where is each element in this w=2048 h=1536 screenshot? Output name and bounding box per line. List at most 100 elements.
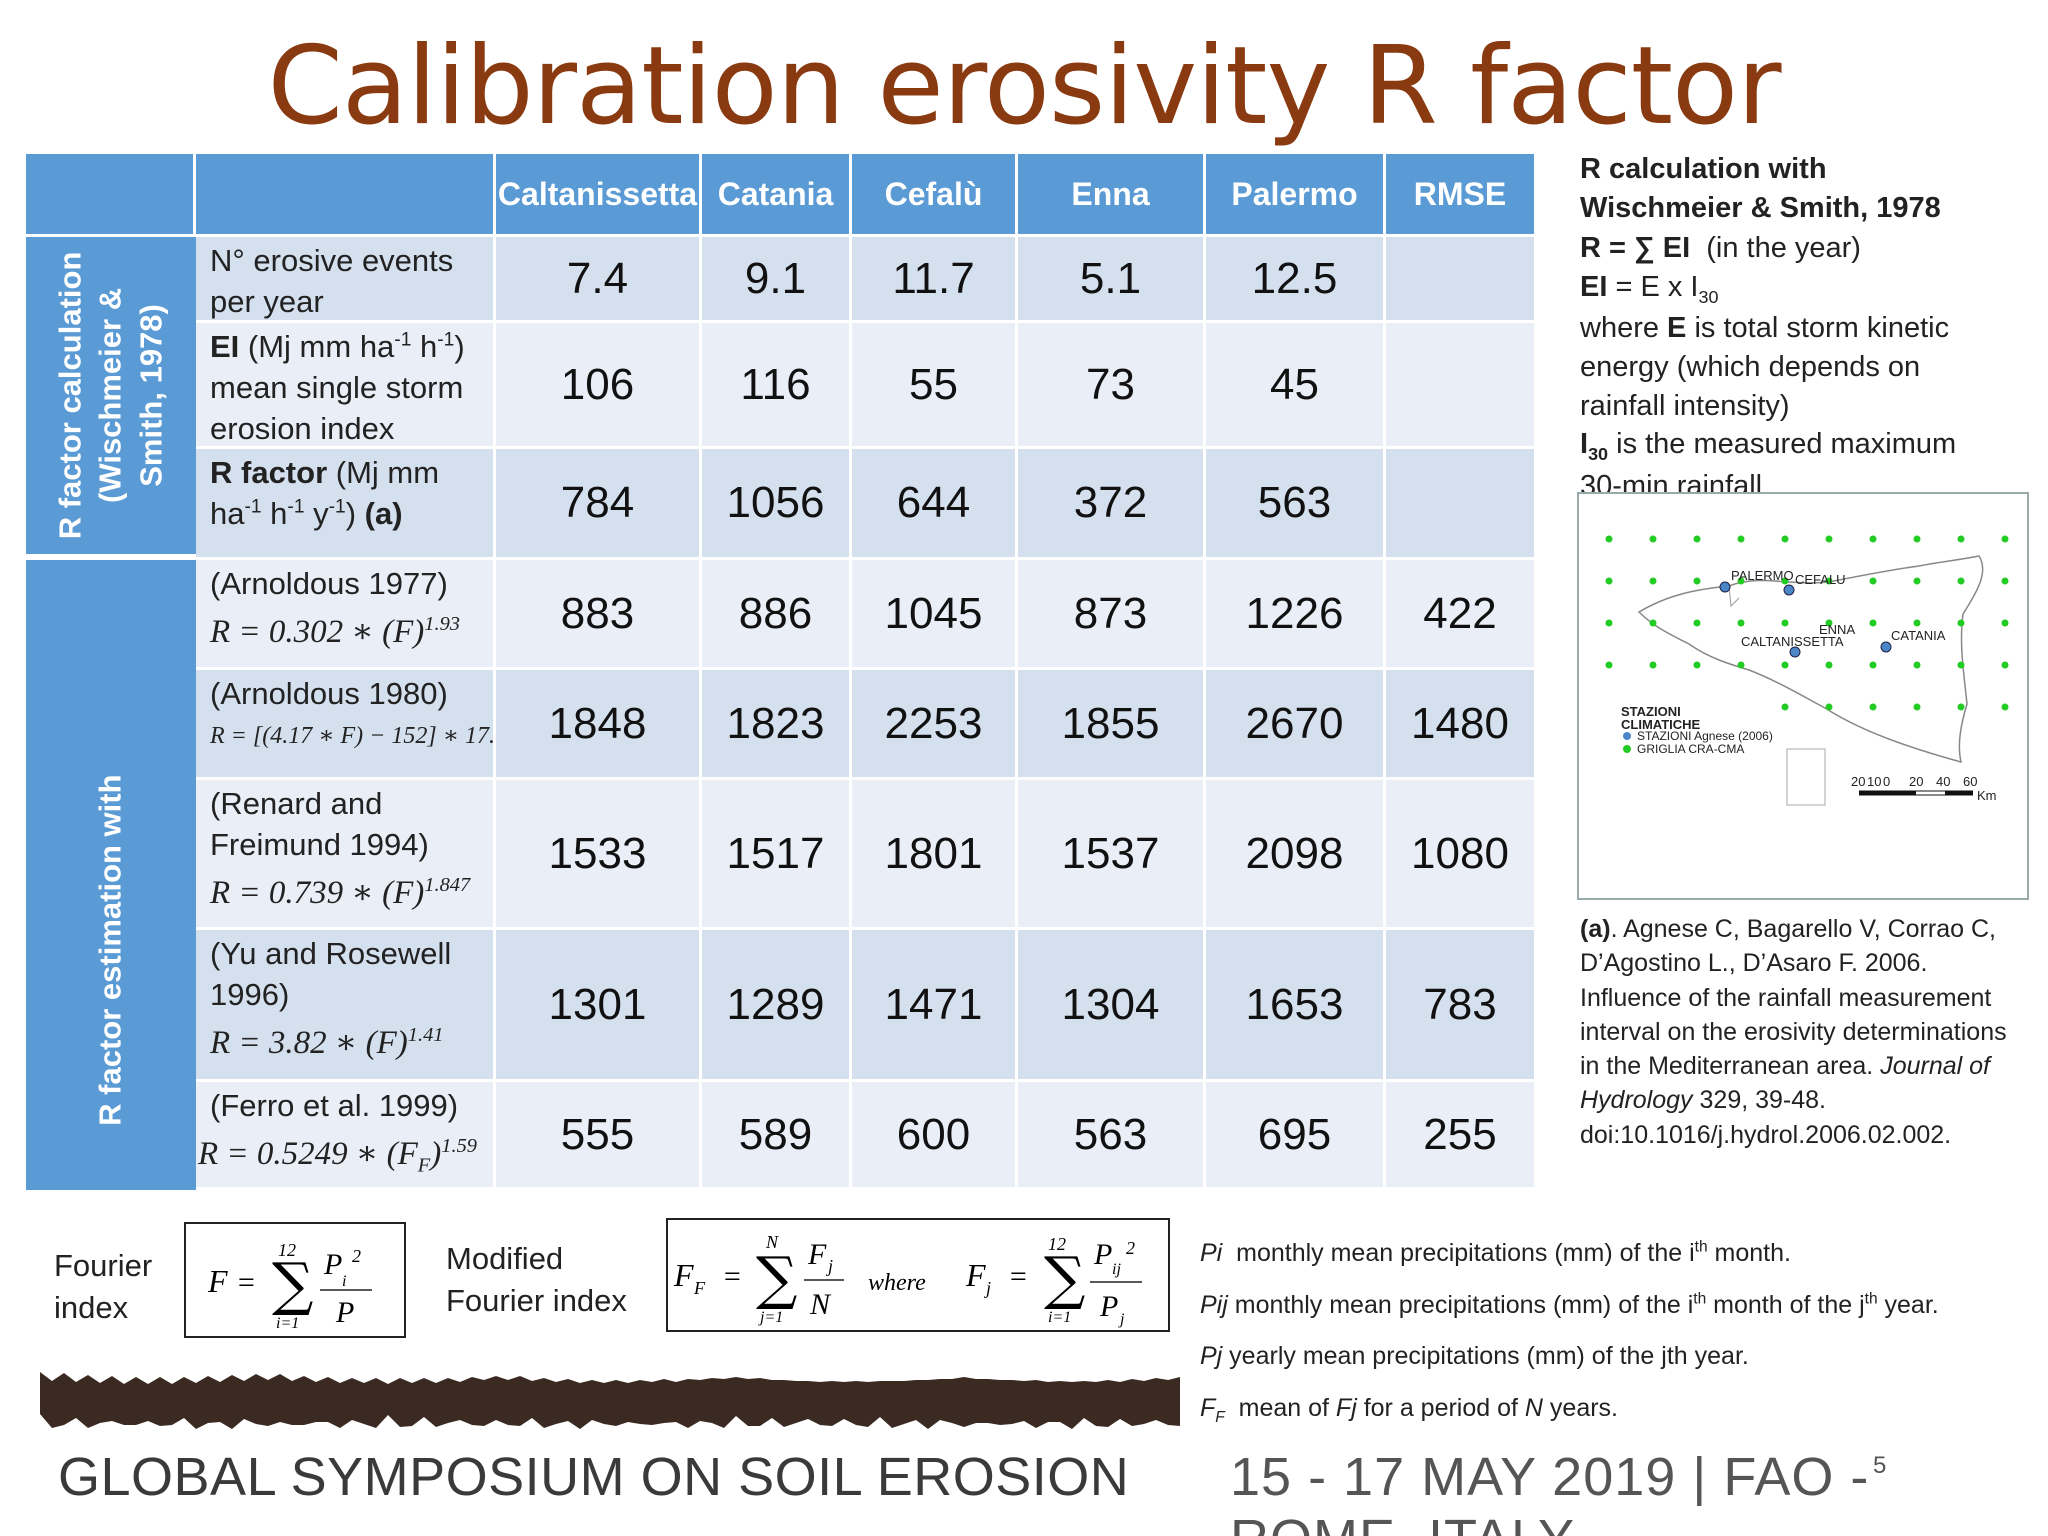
scale-label: 0: [1883, 774, 1891, 789]
def-text: mean of: [1224, 1393, 1336, 1422]
row-label-sup: -1: [437, 329, 455, 351]
grid-point: [1693, 661, 1701, 669]
svg-text:F: F: [693, 1278, 706, 1298]
scale-unit: Km: [1977, 788, 1997, 803]
svg-text:2: 2: [352, 1246, 361, 1266]
svg-text:=: =: [236, 1266, 256, 1299]
variable-definitions: Pi monthly mean precipitations (mm) of t…: [1200, 1228, 2040, 1434]
svg-text:∑: ∑: [272, 1250, 313, 1318]
grid-point: [1693, 535, 1701, 543]
table-cell: 1480: [1386, 670, 1534, 780]
grid-point: [1649, 535, 1657, 543]
svg-text:i: i: [342, 1273, 346, 1290]
rcalc-title: Wischmeier & Smith, 1978: [1580, 191, 1941, 224]
grid-point: [1869, 535, 1877, 543]
fourier-index-label: Fourier index: [54, 1245, 152, 1329]
citation: (a). Agnese C, Bagarello V, Corrao C, D’…: [1580, 912, 2010, 1152]
rcalc-line3-pre: where: [1580, 312, 1668, 345]
table-cell: 372: [1018, 449, 1206, 560]
symposium-date: 15 - 17 MAY 2019 | FAO - ROME, ITALY: [1230, 1447, 1870, 1536]
table-cell: [1386, 237, 1534, 323]
def-text: year.: [1877, 1290, 1939, 1319]
row-label-text: ha: [210, 495, 245, 531]
grid-point: [2001, 577, 2009, 585]
r-factor-table: Caltanissetta Catania Cefalù Enna Palerm…: [26, 154, 1562, 1190]
row-label-text: (Mj mm: [327, 455, 440, 490]
grid-point: [2001, 535, 2009, 543]
rcalc-eq2: EI = E x I30: [1580, 268, 2040, 310]
map-legend-title: STAZIONI: [1621, 704, 1681, 719]
table-cell: 1855: [1018, 670, 1206, 780]
col-header: Caltanissetta: [496, 154, 702, 234]
def-text: yearly mean precipitations (mm) of the j…: [1222, 1342, 1749, 1370]
def-var: F: [1200, 1393, 1216, 1422]
group-label-calculation: R factor calculation (Wischmeier & Smith…: [26, 237, 196, 557]
svg-text:P: P: [1099, 1290, 1118, 1323]
table-cell: 1801: [852, 780, 1018, 930]
formula-exp: 1.847: [424, 873, 471, 896]
rcalc-line3-bold: E: [1667, 312, 1687, 345]
modified-fourier-formula: F F = N ∑ j=1 F j N where F j = 12 ∑ i=1…: [673, 1232, 1142, 1328]
table-cell: 1823: [702, 670, 852, 780]
legend-station-dot: [1623, 732, 1631, 740]
map-legend-grid: GRIGLIA CRA-CMA: [1637, 742, 1745, 756]
rcalc-line5: rainfall intensity): [1580, 389, 1790, 422]
table-cell: 1471: [852, 930, 1018, 1082]
grid-point: [1781, 577, 1789, 585]
grid-point: [1737, 577, 1745, 585]
table-cell: 5.1: [1018, 237, 1206, 323]
map-legend-station: STAZIONI Agnese (2006): [1637, 729, 1773, 743]
fourier-label-line: Fourier: [54, 1248, 153, 1283]
map-legend-title: CLIMATICHE: [1621, 717, 1701, 732]
row-label: R factor (Mj mm ha-1 h-1 y-1) (a): [196, 449, 496, 560]
col-header: Catania: [702, 154, 852, 234]
svg-text:=: =: [1008, 1260, 1028, 1293]
table-cell: 784: [496, 449, 702, 560]
table-cell: 1080: [1386, 780, 1534, 930]
def-text: monthly mean precipitations (mm) of the …: [1227, 1290, 1694, 1319]
definition-pj: Pj yearly mean precipitations (mm) of th…: [1200, 1331, 2040, 1383]
formula-sub: F: [417, 1154, 431, 1177]
table-cell: 73: [1018, 323, 1206, 449]
scale-label: 20: [1909, 774, 1924, 789]
def-text: years.: [1542, 1393, 1618, 1422]
table-cell: 11.7: [852, 237, 1018, 323]
table-cell: 886: [702, 560, 852, 670]
table-cell: 1848: [496, 670, 702, 780]
def-var: Pi: [1200, 1239, 1223, 1267]
rcalc-eq1-bold: R = ∑ EI: [1580, 232, 1691, 265]
formula-text: R = 3.82 ∗ (F): [210, 1024, 408, 1061]
grid-point: [1957, 619, 1965, 627]
citation-text-end: 329, 39-48. doi:10.1016/j.hydrol.2006.02…: [1580, 1086, 1952, 1149]
row-formula: R = 3.82 ∗ (F)1.41: [210, 1022, 444, 1066]
row-label-line: 1996): [210, 976, 290, 1012]
table-cell: 783: [1386, 930, 1534, 1082]
r-calculation-notes: R calculation with Wischmeier & Smith, 1…: [1580, 150, 2040, 505]
table-cell: 589: [702, 1082, 852, 1190]
definition-ff: FF mean of Fj for a period of N years.: [1200, 1383, 2040, 1435]
row-label-sup: -1: [244, 496, 262, 518]
row-formula: R = 0.302 ∗ (F)1.93: [210, 611, 460, 655]
def-sup: th: [1864, 1290, 1878, 1308]
row-label-line: erosion index: [210, 410, 395, 446]
symposium-name: GLOBAL SYMPOSIUM ON SOIL EROSION: [58, 1447, 1130, 1507]
grid-point: [1869, 661, 1877, 669]
rcalc-eq2-rest: = E x I: [1607, 270, 1699, 303]
table-cell: 873: [1018, 560, 1206, 670]
rcalc-eq2-bold: EI: [1580, 270, 1608, 303]
row-formula: R = [(4.17 ∗ F) − 152] ∗ 17.02: [210, 721, 519, 753]
grid-point: [1781, 535, 1789, 543]
scale-label: 60: [1963, 774, 1978, 789]
svg-text:∑: ∑: [1044, 1244, 1085, 1312]
table-cell: 45: [1206, 323, 1386, 449]
map-label-enna: ENNA: [1819, 622, 1856, 637]
def-text: month.: [1707, 1239, 1791, 1267]
grid-point: [1781, 703, 1789, 711]
svg-text:F: F: [965, 1257, 986, 1293]
grid-point: [1737, 535, 1745, 543]
row-label-line: Freimund 1994): [210, 826, 429, 862]
svg-text:∑: ∑: [756, 1244, 797, 1312]
station-marker-caltanissetta: [1789, 646, 1801, 658]
svg-text:j: j: [984, 1278, 991, 1298]
grid-point: [1825, 577, 1833, 585]
